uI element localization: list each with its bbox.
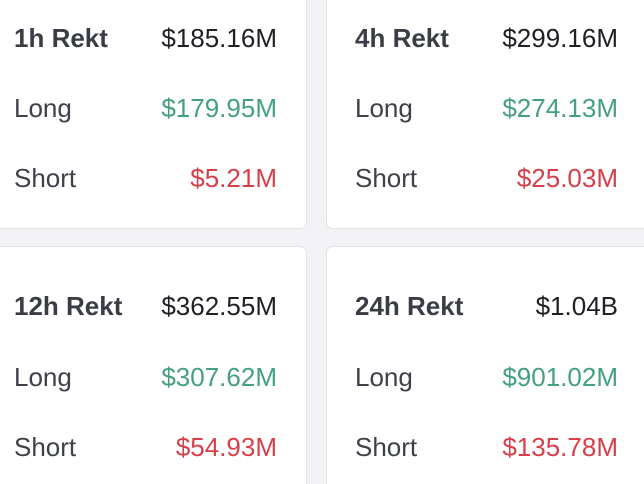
total-value: $362.55M [161,291,277,321]
long-label: Long [14,362,72,392]
card-title: 1h Rekt [14,23,108,53]
card-title: 24h Rekt [355,291,464,321]
rekt-card-24h: 24h Rekt $1.04B Long $901.02M Short $135… [326,246,644,484]
short-row: Short $5.21M [0,161,306,195]
rekt-card-4h: 4h Rekt $299.16M Long $274.13M Short $25… [326,0,644,229]
short-value: $54.93M [175,432,277,462]
short-label: Short [14,163,77,193]
short-value: $5.21M [190,163,277,193]
total-row: 4h Rekt $299.16M [327,21,644,55]
long-value: $179.95M [161,93,277,123]
total-row: 24h Rekt $1.04B [327,289,644,323]
short-value: $135.78M [502,432,618,462]
rekt-card-12h: 12h Rekt $362.55M Long $307.62M Short $5… [0,246,307,484]
short-value: $25.03M [516,163,618,193]
total-value: $299.16M [502,23,618,53]
long-row: Long $901.02M [327,360,644,394]
long-label: Long [355,93,413,123]
short-label: Short [355,432,418,462]
short-label: Short [14,432,77,462]
long-value: $307.62M [161,362,277,392]
long-label: Long [14,93,72,123]
rekt-card-1h: 1h Rekt $185.16M Long $179.95M Short $5.… [0,0,307,229]
total-row: 12h Rekt $362.55M [0,289,306,323]
long-row: Long $179.95M [0,91,306,125]
card-title: 4h Rekt [355,23,449,53]
short-row: Short $54.93M [0,430,306,464]
long-value: $901.02M [502,362,618,392]
long-row: Long $274.13M [327,91,644,125]
short-row: Short $135.78M [327,430,644,464]
card-title: 12h Rekt [14,291,123,321]
short-label: Short [355,163,418,193]
total-row: 1h Rekt $185.16M [0,21,306,55]
short-row: Short $25.03M [327,161,644,195]
long-label: Long [355,362,413,392]
long-row: Long $307.62M [0,360,306,394]
long-value: $274.13M [502,93,618,123]
total-value: $1.04B [535,291,618,321]
total-value: $185.16M [161,23,277,53]
